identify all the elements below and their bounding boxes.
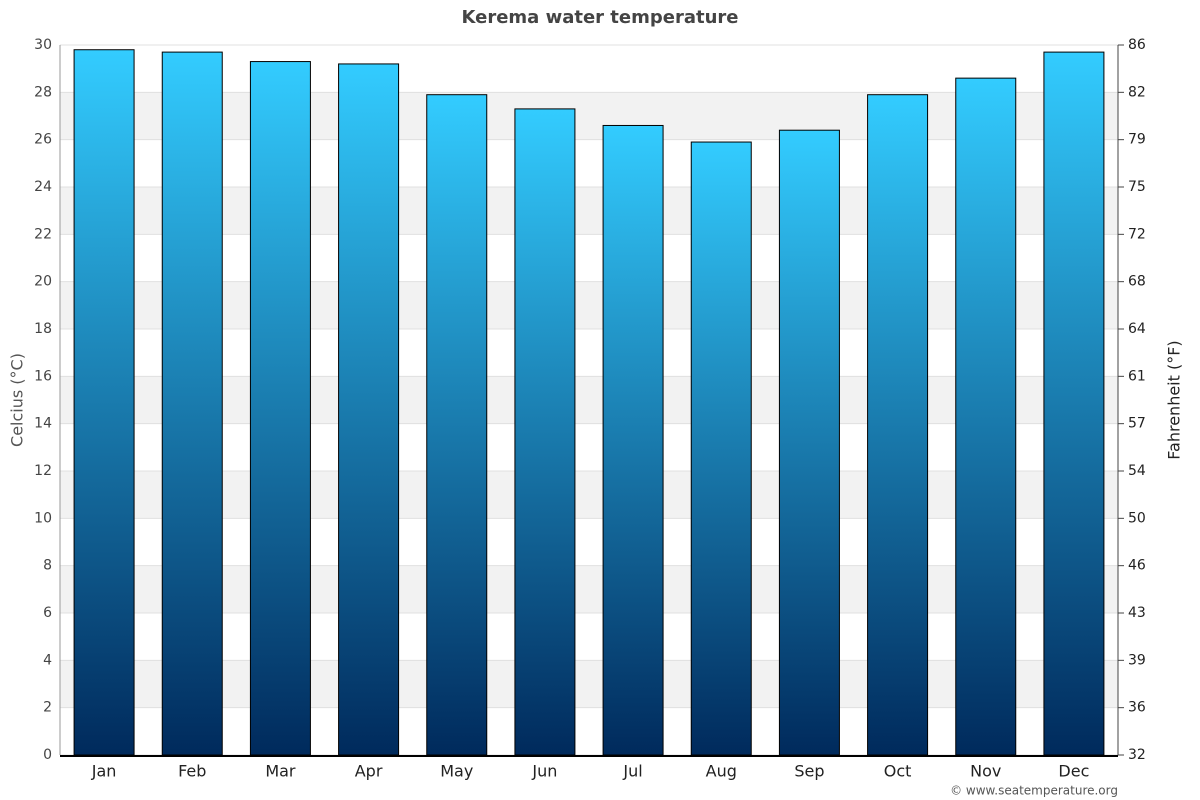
x-tick-label: Aug bbox=[706, 762, 737, 781]
x-tick-label: Mar bbox=[265, 762, 296, 781]
y2-tick-label: 61 bbox=[1128, 368, 1146, 384]
bar bbox=[778, 129, 840, 756]
y2-tick-label: 68 bbox=[1128, 274, 1146, 290]
y-tick-label: 30 bbox=[34, 37, 52, 53]
footer: © www.seatemperature.org bbox=[950, 784, 1118, 798]
x-tick-label: Oct bbox=[884, 762, 912, 781]
chart-title: Kerema water temperature bbox=[461, 7, 738, 28]
y2-tick-label: 46 bbox=[1128, 558, 1146, 574]
bar bbox=[249, 61, 311, 756]
bar bbox=[602, 124, 664, 756]
y2-axis-label: Fahrenheit (°F) bbox=[1165, 340, 1184, 459]
y2-tick-label: 36 bbox=[1128, 700, 1146, 716]
x-tick-label: Feb bbox=[178, 762, 206, 781]
grid-band bbox=[60, 471, 1118, 519]
y-tick-label: 2 bbox=[43, 700, 52, 716]
y-tick-label: 12 bbox=[34, 463, 52, 479]
y2-tick-label: 39 bbox=[1128, 652, 1146, 668]
grid-band bbox=[60, 376, 1118, 424]
x-tick-label: Apr bbox=[355, 762, 383, 781]
y-tick-label: 8 bbox=[43, 558, 52, 574]
bar bbox=[161, 51, 223, 756]
bar bbox=[690, 141, 752, 756]
y2-tick-label: 32 bbox=[1128, 747, 1146, 763]
y-tick-label: 14 bbox=[34, 416, 52, 432]
y2-tick-label: 82 bbox=[1128, 84, 1146, 100]
y-tick-label: 16 bbox=[34, 368, 52, 384]
y2-tick-label: 72 bbox=[1128, 226, 1146, 242]
y-tick-label: 10 bbox=[34, 510, 52, 526]
x-tick-label: Sep bbox=[794, 762, 824, 781]
y2-tick-label: 79 bbox=[1128, 132, 1146, 148]
grid-band bbox=[60, 660, 1118, 708]
y-tick-label: 4 bbox=[43, 652, 52, 668]
y-tick-label: 18 bbox=[34, 321, 52, 337]
y-tick-label: 28 bbox=[34, 84, 52, 100]
x-tick-label: Jun bbox=[531, 762, 557, 781]
y-axis-label: Celcius (°C) bbox=[8, 353, 27, 447]
x-tick-label: Dec bbox=[1058, 762, 1089, 781]
bar bbox=[514, 108, 576, 756]
y2-tick-label: 86 bbox=[1128, 37, 1146, 53]
y2-tick-label: 75 bbox=[1128, 179, 1146, 195]
y2-tick-label: 64 bbox=[1128, 321, 1146, 337]
x-tick-label: May bbox=[440, 762, 473, 781]
y2-tick-label: 57 bbox=[1128, 416, 1146, 432]
y-tick-label: 0 bbox=[43, 747, 52, 763]
grid-band bbox=[60, 187, 1118, 235]
y2-tick-label: 50 bbox=[1128, 510, 1146, 526]
bar bbox=[1043, 51, 1105, 756]
grid-band bbox=[60, 281, 1118, 329]
y-tick-label: 22 bbox=[34, 226, 52, 242]
grid-band bbox=[60, 565, 1118, 613]
bar bbox=[426, 94, 488, 756]
grid-band bbox=[60, 92, 1118, 140]
bar bbox=[338, 63, 400, 756]
bar bbox=[73, 49, 135, 756]
bar bbox=[955, 77, 1017, 756]
y2-tick-label: 54 bbox=[1128, 463, 1146, 479]
y2-tick-label: 43 bbox=[1128, 605, 1146, 621]
y-tick-label: 26 bbox=[34, 132, 52, 148]
y-tick-label: 6 bbox=[43, 605, 52, 621]
x-tick-label: Jul bbox=[622, 762, 642, 781]
x-tick-label: Nov bbox=[970, 762, 1001, 781]
bar bbox=[867, 94, 929, 756]
x-tick-label: Jan bbox=[91, 762, 117, 781]
y-tick-label: 20 bbox=[34, 274, 52, 290]
y-tick-label: 24 bbox=[34, 179, 52, 195]
